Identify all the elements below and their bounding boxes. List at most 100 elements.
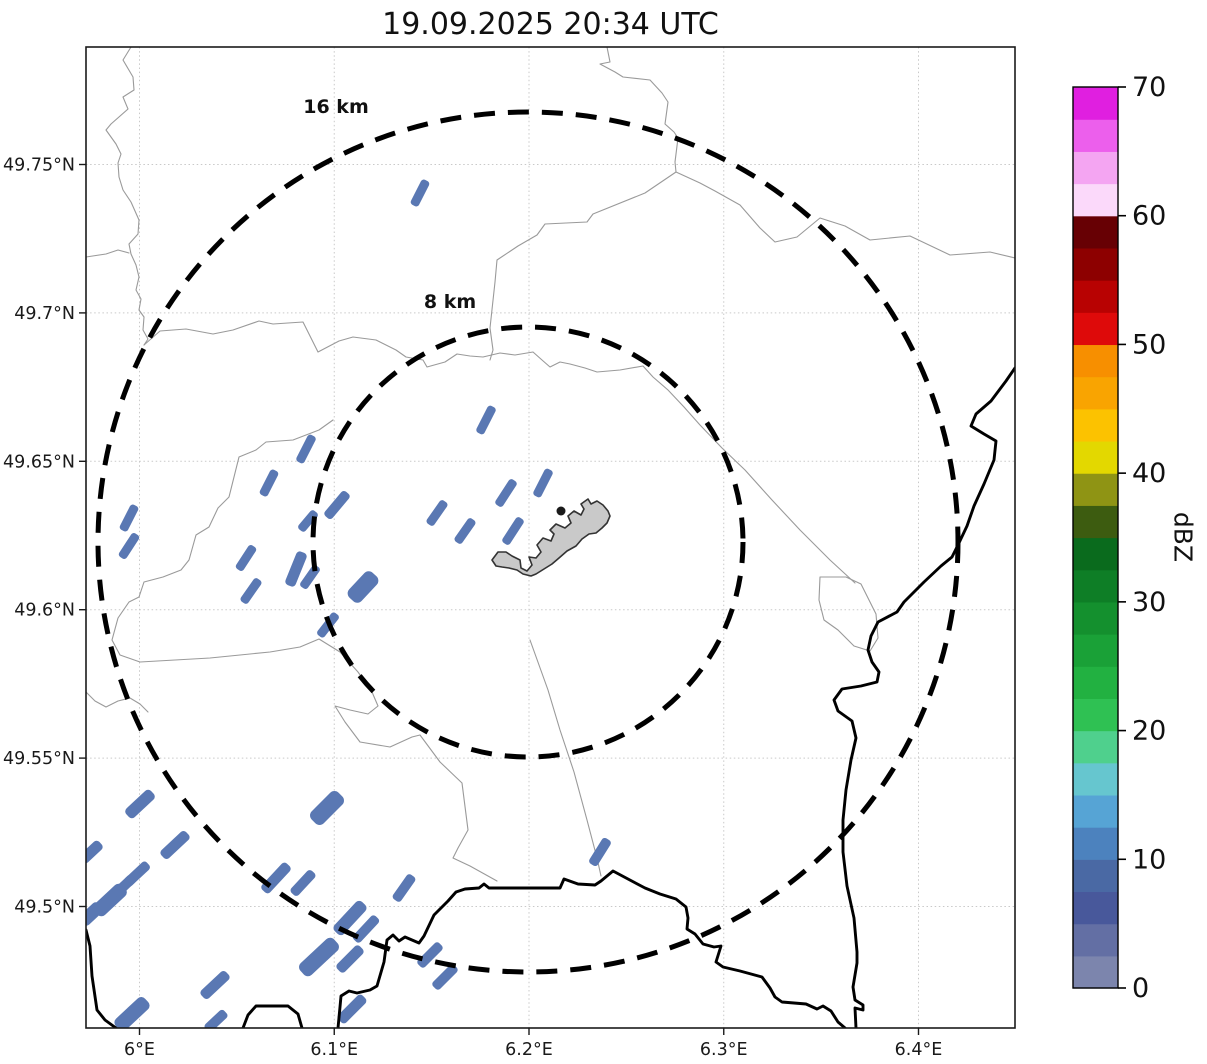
colorbar-segment <box>1073 601 1118 635</box>
colorbar-segment <box>1073 730 1118 764</box>
radar-echo <box>333 900 367 936</box>
admin-boundary-line <box>105 47 149 346</box>
radar-echo <box>285 551 307 587</box>
lat-tick-label: 49.65°N <box>3 452 75 472</box>
colorbar-segment <box>1073 537 1118 571</box>
radar-echo <box>125 789 155 819</box>
radar-echo <box>589 837 611 867</box>
colorbar-segment <box>1073 859 1118 893</box>
range-ring-8km <box>310 324 746 760</box>
radar-echo <box>299 937 339 977</box>
country-border-line <box>832 366 1015 1028</box>
radar-echo <box>533 468 553 498</box>
colorbar-segment <box>1073 312 1118 346</box>
radar-echo <box>432 964 458 990</box>
colorbar-tick-label: 40 <box>1132 458 1166 489</box>
radar-echo <box>200 970 230 1000</box>
radar-echo <box>417 942 443 968</box>
colorbar-segment <box>1073 247 1118 281</box>
map-frame <box>85 46 1016 1029</box>
colorbar-unit-label: dBZ <box>1168 511 1198 563</box>
radar-echo <box>502 517 524 545</box>
radar-echo <box>426 500 448 526</box>
radar-echo <box>119 504 139 532</box>
lon-tick-label: 6.3°E <box>700 1040 748 1060</box>
radar-echo <box>86 840 103 864</box>
colorbar-outline <box>1072 86 1119 989</box>
radar-echo <box>454 518 476 544</box>
colorbar-segment <box>1073 794 1118 828</box>
radar-echo <box>410 179 430 207</box>
range-ring-16km-label: 16 km <box>303 96 369 118</box>
colorbar-segment <box>1073 762 1118 796</box>
lat-tick-label: 49.55°N <box>3 749 75 769</box>
radar-echo <box>392 874 416 902</box>
radar-echo <box>86 902 104 926</box>
radar-echo <box>235 545 257 571</box>
radar-echo <box>352 915 380 943</box>
lon-tick-label: 6.2°E <box>505 1040 553 1060</box>
colorbar-segment <box>1073 280 1118 313</box>
admin-boundary-line <box>489 171 677 361</box>
colorbar-segment <box>1073 376 1118 410</box>
radar-echo <box>495 479 517 507</box>
map-content-layer <box>86 47 1015 1028</box>
colorbar-tick-label: 50 <box>1132 329 1166 360</box>
colorbar-segment <box>1073 955 1118 989</box>
page-title: 19.09.2025 20:34 UTC <box>382 7 719 42</box>
admin-boundary-line <box>599 47 679 173</box>
colorbar-tick-label: 10 <box>1132 844 1166 875</box>
radar-echo <box>160 830 190 860</box>
radar-echo <box>476 405 496 435</box>
admin-boundary-line <box>111 419 498 882</box>
lon-tick-label: 6.1°E <box>310 1040 358 1060</box>
admin-boundary-line <box>86 249 130 258</box>
colorbar-segment <box>1073 408 1118 442</box>
radar-echo <box>240 578 262 604</box>
lat-tick-label: 49.75°N <box>3 156 75 176</box>
radar-echo <box>112 874 136 898</box>
colorbar-segment <box>1073 698 1118 732</box>
radar-echo <box>296 434 316 464</box>
colorbar-segment <box>1073 87 1118 120</box>
colorbar-segment <box>1073 827 1118 860</box>
colorbar-segment <box>1073 440 1118 474</box>
radar-echo <box>324 490 350 520</box>
colorbar-tick-label: 30 <box>1132 587 1166 618</box>
radar-echo <box>114 997 150 1028</box>
radar-echo <box>204 1009 228 1028</box>
city-marker-dot <box>556 506 566 516</box>
range-ring-16km <box>95 109 961 975</box>
colorbar-segment <box>1073 183 1118 217</box>
city-area-shape <box>491 498 611 577</box>
lat-tick-label: 49.6°N <box>14 601 75 621</box>
admin-boundary-line <box>818 576 879 652</box>
colorbar-segment <box>1073 569 1118 603</box>
colorbar-segment <box>1073 923 1118 957</box>
radar-echo <box>259 469 279 497</box>
colorbar-tick-label: 20 <box>1132 716 1166 747</box>
country-border-line <box>336 869 847 1028</box>
colorbar-tick-label: 0 <box>1132 973 1149 1004</box>
range-ring-8km-label: 8 km <box>423 291 477 313</box>
colorbar-segment <box>1073 634 1118 667</box>
radar-echo <box>337 994 367 1024</box>
colorbar-segment <box>1073 344 1118 378</box>
radar-echo <box>336 945 364 973</box>
radar-echo <box>298 510 318 532</box>
radar-echo <box>261 862 291 894</box>
colorbar-segment <box>1073 119 1118 152</box>
colorbar-tick-label: 70 <box>1132 72 1166 103</box>
colorbar-segment <box>1073 666 1118 699</box>
colorbar-segment <box>1073 891 1118 925</box>
country-border-line <box>241 1004 304 1028</box>
lon-tick-label: 6°E <box>124 1040 155 1060</box>
admin-boundary-line <box>675 171 1015 259</box>
radar-echo <box>290 870 316 896</box>
lat-tick-label: 49.7°N <box>14 304 75 324</box>
radar-echo <box>347 571 379 603</box>
colorbar-segment <box>1073 151 1118 185</box>
radar-echo <box>310 791 344 825</box>
